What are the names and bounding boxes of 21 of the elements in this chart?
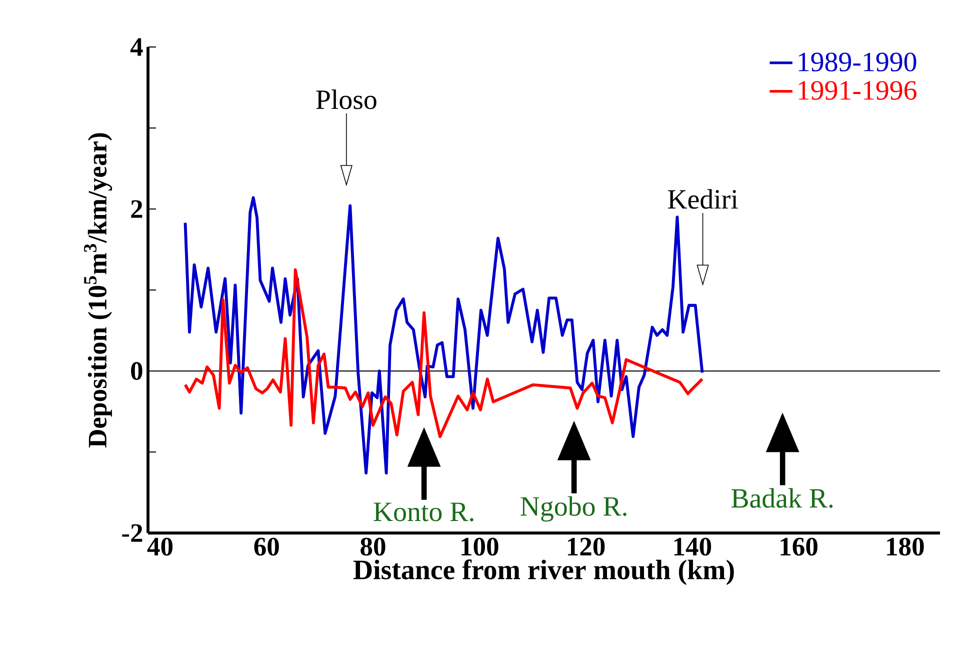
x-tick-label: 80	[360, 538, 386, 556]
ref-line-label: Ngobo R.	[520, 496, 626, 522]
x-axis-title: Distance from river mouth (km)	[353, 559, 734, 586]
x-tick-label: 160	[780, 538, 818, 556]
x-tick-label: 180	[887, 538, 924, 556]
legend-label: 1989-1990	[798, 52, 916, 72]
y-axis-title: Deposition (10$^{5}$m$^{3}$/km/year)	[84, 133, 112, 448]
x-tick-label: 100	[462, 538, 498, 556]
ref-line-label: Ploso	[316, 90, 376, 110]
x-tick-label: 140	[674, 538, 712, 556]
y-tick-label: 2	[131, 200, 142, 218]
y-tick-label: 0	[131, 362, 142, 380]
y-tick-label: 4	[130, 38, 143, 56]
legend-label: 1991-1996	[798, 81, 916, 100]
ref-line-label: Kediri	[668, 189, 738, 209]
x-tick-label: 40	[147, 538, 173, 556]
y-tick-label: -2	[122, 524, 142, 542]
ref-line-label: Konto R.	[374, 502, 474, 522]
ref-line-label: Badak R.	[731, 488, 833, 508]
x-tick-label: 120	[568, 538, 605, 556]
x-tick-label: 60	[254, 538, 279, 556]
